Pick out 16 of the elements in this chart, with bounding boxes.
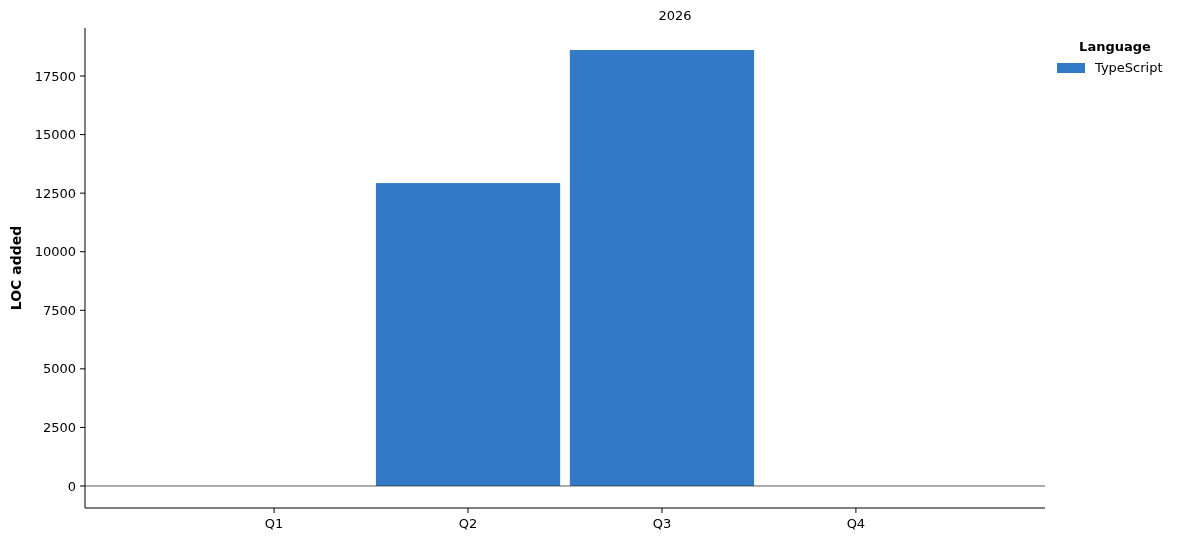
y-tick-label: 15000 — [34, 127, 76, 143]
y-tick-label: 7500 — [42, 302, 76, 318]
y-tick-label: 2500 — [42, 419, 76, 435]
legend-title: Language — [1079, 39, 1152, 54]
legend-label: TypeScript — [1094, 60, 1163, 75]
y-tick-label: 0 — [67, 478, 76, 494]
x-tick-label: Q4 — [846, 516, 866, 531]
x-tick-label: Q1 — [264, 516, 284, 531]
y-tick-label: 17500 — [34, 68, 76, 84]
x-tick-label: Q2 — [458, 516, 478, 531]
y-axis-title: LOC added — [8, 225, 24, 311]
y-tick-label: 12500 — [34, 185, 76, 201]
y-tick-label: 5000 — [42, 361, 76, 377]
chart-title: 2026 — [658, 8, 692, 23]
x-tick-label: Q3 — [652, 516, 672, 531]
y-tick-label: 10000 — [34, 244, 76, 260]
